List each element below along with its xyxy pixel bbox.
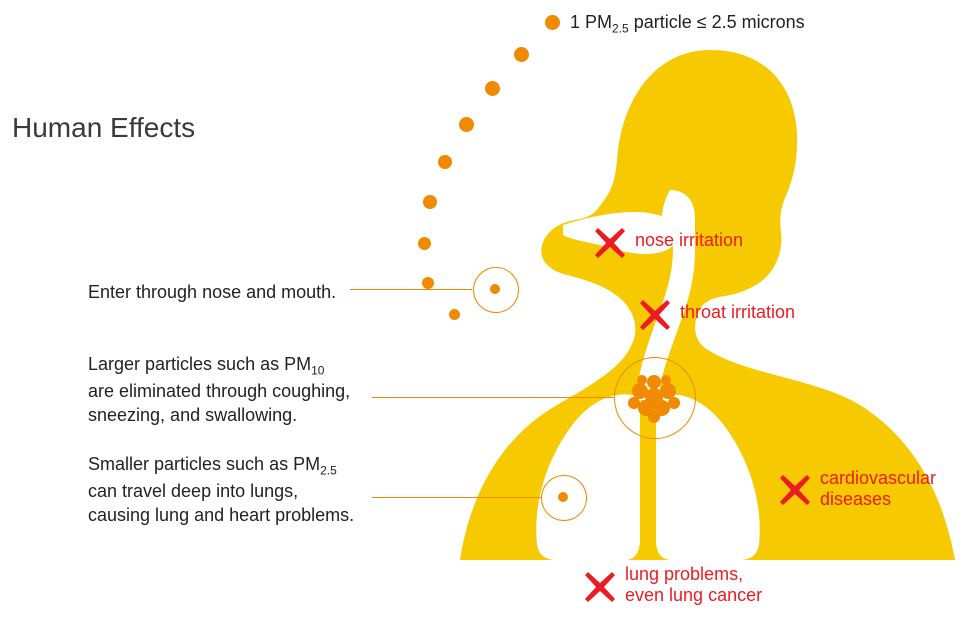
particle-dot xyxy=(418,237,431,250)
callout-larger: Larger particles such as PM10are elimina… xyxy=(88,352,398,427)
hazard-label-throat: throat irritation xyxy=(680,302,795,323)
cluster-dot xyxy=(648,411,660,423)
leader-line xyxy=(372,397,614,398)
target-dot xyxy=(558,492,568,502)
x-icon xyxy=(640,300,670,330)
legend-text: 1 PM2.5 particle ≤ 2.5 microns xyxy=(570,12,805,36)
cluster-dot xyxy=(647,375,661,389)
leader-line xyxy=(350,289,472,290)
particle-dot xyxy=(449,309,460,320)
x-icon xyxy=(595,228,625,258)
particle-dot xyxy=(422,277,434,289)
callout-enter: Enter through nose and mouth. xyxy=(88,280,388,304)
cluster-dot xyxy=(637,375,647,385)
page-title: Human Effects xyxy=(12,112,195,144)
cluster-dot xyxy=(661,375,671,385)
hazard-label-lung: lung problems,even lung cancer xyxy=(625,564,762,605)
cluster-dot xyxy=(668,397,680,409)
target-dot xyxy=(490,284,500,294)
x-icon xyxy=(585,572,615,602)
particle-dot xyxy=(485,81,500,96)
particle-dot xyxy=(459,117,474,132)
particle-dot xyxy=(438,155,452,169)
legend-pre: 1 PM xyxy=(570,12,612,32)
legend-post: particle ≤ 2.5 microns xyxy=(629,12,805,32)
particle-dot xyxy=(514,47,529,62)
hazard-label-nose: nose irritation xyxy=(635,230,743,251)
callout-smaller: Smaller particles such as PM2.5can trave… xyxy=(88,452,408,527)
human-body-silhouette xyxy=(445,40,965,619)
legend-sub: 2.5 xyxy=(612,22,629,36)
leader-line xyxy=(372,497,541,498)
x-icon xyxy=(780,475,810,505)
cluster-dot xyxy=(628,397,640,409)
infographic-canvas: Human Effects 1 PM2.5 particle ≤ 2.5 mic… xyxy=(0,0,969,619)
hazard-label-cardio: cardiovasculardiseases xyxy=(820,468,936,509)
particle-dot xyxy=(545,15,560,30)
particle-dot xyxy=(423,195,437,209)
